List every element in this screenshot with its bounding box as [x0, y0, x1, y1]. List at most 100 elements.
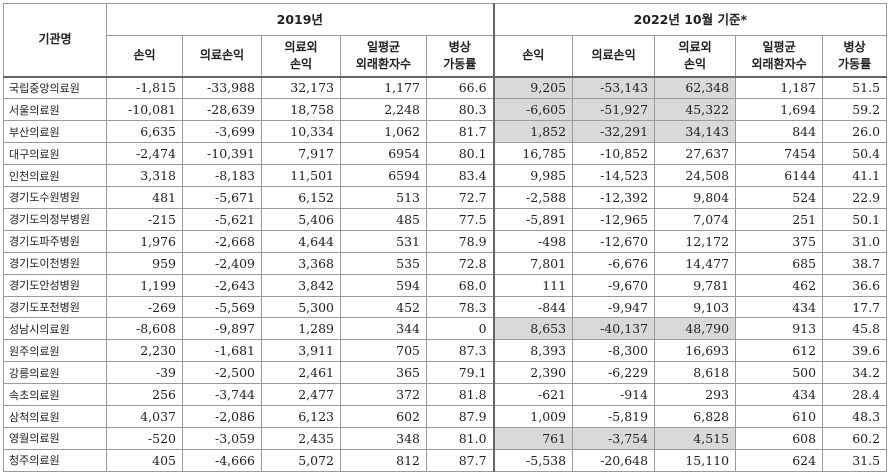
cell-daily-outpatients-2022: 1,187	[735, 75, 824, 100]
cell-nonmedical-profit-2022: 9,804	[654, 186, 737, 209]
cell-medical-profit-2022: -6,229	[572, 361, 656, 385]
cell-profit-2022: 2,390	[492, 361, 574, 385]
cell-medical-profit-2022: -40,137	[572, 317, 656, 341]
cell-profit-2022: 761	[492, 427, 574, 450]
cell-profit-2019: -39	[106, 361, 183, 385]
header-line: 의료손익	[591, 48, 636, 63]
institution-name: 인천의료원	[3, 164, 107, 188]
cell-medical-profit-2019: -3,699	[182, 120, 262, 144]
cell-medical-profit-2019: -4,666	[182, 448, 262, 473]
header-line: 의료외	[284, 39, 318, 54]
cell-daily-outpatients-2019: 1,177	[340, 75, 427, 100]
cell-profit-2022: -621	[492, 383, 574, 407]
cell-medical-profit-2022: -12,392	[572, 186, 656, 209]
cell-bed-occupancy-2019: 80.3	[425, 98, 495, 122]
institution-name: 경기도안성병원	[3, 273, 107, 297]
cell-nonmedical-profit-2022: 15,110	[654, 448, 737, 473]
cell-profit-2022: 9,985	[492, 164, 574, 188]
cell-daily-outpatients-2022: 6144	[735, 164, 824, 188]
cell-profit-2019: 6,635	[106, 120, 183, 144]
header-profit-2022: 손익	[492, 35, 574, 78]
cell-medical-profit-2022: -20,648	[572, 448, 656, 473]
cell-daily-outpatients-2022: 251	[735, 207, 824, 231]
cell-daily-outpatients-2019: 812	[340, 448, 427, 473]
cell-medical-profit-2019: -9,897	[182, 317, 262, 341]
cell-bed-occupancy-2019: 81.8	[425, 383, 495, 407]
cell-nonmedical-profit-2019: 6,152	[261, 186, 341, 209]
cell-profit-2022: 111	[492, 273, 574, 297]
cell-nonmedical-profit-2019: 10,334	[261, 120, 341, 144]
cell-daily-outpatients-2022: 913	[735, 317, 824, 341]
cell-profit-2019: -269	[106, 295, 183, 319]
institution-name: 경기도파주병원	[3, 229, 107, 253]
cell-nonmedical-profit-2022: 48,790	[654, 317, 737, 341]
institution-name: 강릉의료원	[3, 361, 107, 385]
institution-name: 경기도의정부병원	[3, 207, 107, 231]
cell-profit-2019: 1,199	[106, 273, 183, 297]
cell-medical-profit-2019: -5,569	[182, 295, 262, 319]
header-line: 손익	[133, 48, 156, 63]
cell-profit-2019: -1,815	[106, 75, 183, 100]
cell-nonmedical-profit-2019: 3,368	[261, 251, 341, 275]
header-line: 가동률	[838, 56, 872, 71]
cell-bed-occupancy-2019: 81.7	[425, 120, 495, 144]
cell-nonmedical-profit-2019: 2,461	[261, 361, 341, 385]
cell-profit-2022: 9,205	[492, 75, 574, 100]
cell-daily-outpatients-2019: 531	[340, 229, 427, 253]
cell-medical-profit-2022: -10,852	[572, 142, 656, 166]
cell-bed-occupancy-2022: 17.7	[822, 295, 888, 319]
cell-nonmedical-profit-2022: 6,828	[654, 405, 737, 428]
cell-bed-occupancy-2019: 0	[425, 317, 495, 341]
cell-nonmedical-profit-2022: 8,618	[654, 361, 737, 385]
cell-bed-occupancy-2019: 72.8	[425, 251, 495, 275]
institution-name: 청주의료원	[3, 448, 107, 473]
cell-daily-outpatients-2019: 348	[340, 427, 427, 450]
cell-medical-profit-2022: -3,754	[572, 427, 656, 450]
cell-daily-outpatients-2019: 513	[340, 186, 427, 209]
header-medical-profit-2022: 의료손익	[572, 35, 656, 78]
cell-profit-2019: 2,230	[106, 339, 183, 363]
cell-medical-profit-2022: -51,927	[572, 98, 656, 122]
cell-bed-occupancy-2019: 78.9	[425, 229, 495, 253]
cell-profit-2019: 405	[106, 448, 183, 473]
cell-nonmedical-profit-2019: 18,758	[261, 98, 341, 122]
cell-nonmedical-profit-2022: 12,172	[654, 229, 737, 253]
cell-medical-profit-2019: -5,621	[182, 207, 262, 231]
cell-daily-outpatients-2019: 705	[340, 339, 427, 363]
header-line: 손익	[289, 56, 313, 71]
cell-daily-outpatients-2022: 685	[735, 251, 824, 275]
cell-profit-2022: 8,393	[492, 339, 574, 363]
cell-nonmedical-profit-2019: 2,477	[261, 383, 341, 407]
cell-profit-2022: -844	[492, 295, 574, 319]
cell-daily-outpatients-2022: 1,694	[735, 98, 824, 122]
header-line: 의료손익	[199, 48, 245, 63]
cell-nonmedical-profit-2022: 16,693	[654, 339, 737, 363]
table-row: 영월의료원 -520 -3,059 2,435 348 81.0 761 -3,754 4,51…	[3, 427, 888, 450]
cell-bed-occupancy-2022: 41.1	[822, 164, 888, 188]
cell-nonmedical-profit-2019: 3,842	[261, 273, 341, 297]
cell-bed-occupancy-2022: 31.0	[822, 229, 888, 253]
cell-medical-profit-2022: -914	[572, 383, 656, 407]
table-row: 국립중앙의료원 -1,815 -33,988 32,173 1,177 66.6 9,205…	[3, 75, 888, 100]
cell-daily-outpatients-2019: 594	[340, 273, 427, 297]
cell-profit-2022: -5,891	[492, 207, 574, 231]
table-row: 청주의료원 405 -4,666 5,072 812 87.7 -5,538 -20,648 1…	[3, 448, 888, 473]
cell-daily-outpatients-2019: 485	[340, 207, 427, 231]
cell-daily-outpatients-2019: 1,062	[340, 120, 427, 144]
cell-medical-profit-2019: -2,643	[182, 273, 262, 297]
table-row: 경기도수원병원 481 -5,671 6,152 513 72.7 -2,588 -12,39…	[3, 186, 888, 209]
hospital-finance-table: 기관명 2019년 2022년 10월 기준* 손익 의료손익 의료외 손익 일평균 외래…	[3, 3, 888, 473]
cell-nonmedical-profit-2022: 9,781	[654, 273, 737, 297]
cell-bed-occupancy-2022: 51.5	[822, 75, 888, 100]
cell-nonmedical-profit-2019: 1,289	[261, 317, 341, 341]
table-row: 경기도안성병원 1,199 -2,643 3,842 594 68.0 111 -9,670 9…	[3, 273, 888, 297]
cell-bed-occupancy-2019: 87.7	[425, 448, 495, 473]
cell-medical-profit-2022: -8,300	[572, 339, 656, 363]
cell-daily-outpatients-2019: 6954	[340, 142, 427, 166]
cell-medical-profit-2022: -12,670	[572, 229, 656, 253]
cell-bed-occupancy-2019: 66.6	[425, 75, 495, 100]
cell-profit-2019: 3,318	[106, 164, 183, 188]
cell-bed-occupancy-2022: 59.2	[822, 98, 888, 122]
cell-daily-outpatients-2019: 365	[340, 361, 427, 385]
